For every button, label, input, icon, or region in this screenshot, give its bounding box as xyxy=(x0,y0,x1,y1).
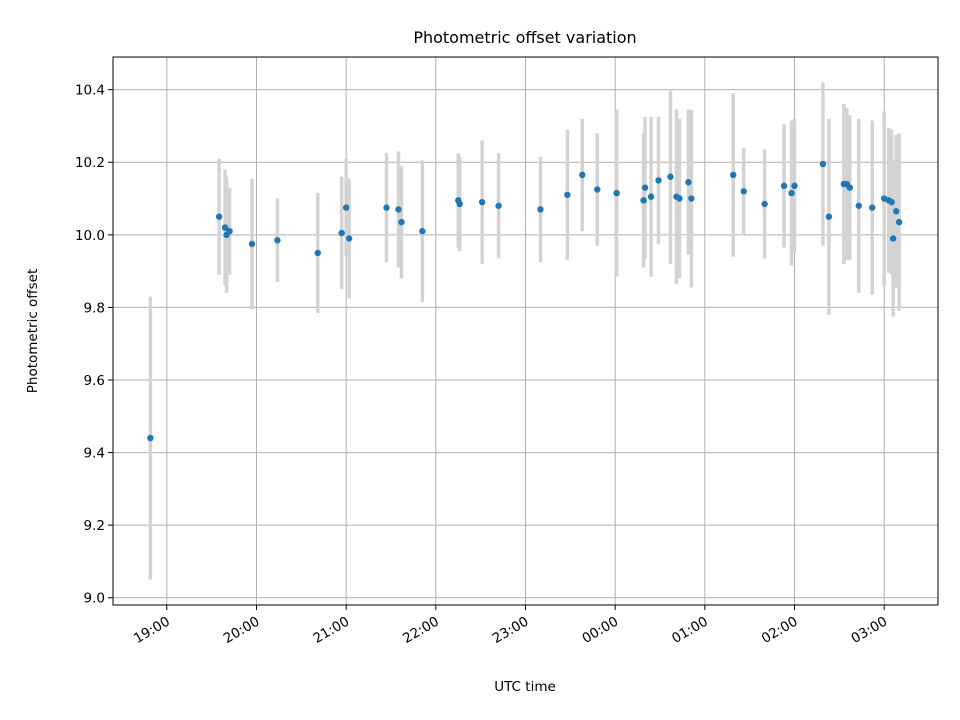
y-axis-label: Photometric offset xyxy=(25,269,41,393)
data-point xyxy=(641,184,649,191)
data-point xyxy=(647,193,655,200)
chart-title: Photometric offset variation xyxy=(413,28,636,47)
data-point xyxy=(869,204,876,211)
y-tick-label: 9.2 xyxy=(84,518,105,534)
y-tick-label: 10.0 xyxy=(75,228,105,244)
data-point xyxy=(889,235,897,242)
data-point xyxy=(613,189,620,197)
data-point xyxy=(730,171,737,179)
data-point xyxy=(685,179,692,186)
data-point xyxy=(895,218,903,226)
data-point xyxy=(248,240,256,248)
y-tick-label: 10.4 xyxy=(75,83,105,99)
point-layer xyxy=(147,160,903,442)
data-point xyxy=(226,227,233,235)
data-point xyxy=(314,249,321,257)
data-point xyxy=(274,237,281,244)
data-point xyxy=(740,188,747,195)
data-point xyxy=(825,213,833,220)
y-tick-label: 10.2 xyxy=(75,155,105,171)
data-point xyxy=(383,204,390,211)
data-point xyxy=(537,206,544,213)
y-tick-label: 9.6 xyxy=(84,373,105,389)
data-point xyxy=(788,189,795,197)
data-point xyxy=(888,198,895,206)
data-point xyxy=(215,213,223,220)
data-point xyxy=(761,200,768,208)
data-point xyxy=(655,177,662,184)
data-point xyxy=(676,195,683,202)
data-point xyxy=(338,229,345,237)
data-point xyxy=(456,200,463,208)
data-point xyxy=(780,182,788,190)
data-point xyxy=(564,191,571,199)
data-point xyxy=(846,184,854,191)
data-point xyxy=(345,235,353,242)
data-point xyxy=(495,202,502,209)
y-tick-label: 9.8 xyxy=(84,300,105,316)
data-point xyxy=(579,171,586,179)
data-point xyxy=(688,195,695,202)
data-point xyxy=(855,202,862,209)
data-point xyxy=(791,182,798,190)
data-point xyxy=(640,197,647,204)
data-point xyxy=(398,218,405,226)
data-point xyxy=(892,208,900,215)
data-point xyxy=(342,204,350,211)
x-axis-label: UTC time xyxy=(494,679,556,695)
data-point xyxy=(667,173,674,180)
y-tick-label: 9.4 xyxy=(84,446,105,462)
data-point xyxy=(221,224,229,231)
y-tick-label: 9.0 xyxy=(84,591,105,607)
data-point xyxy=(419,227,426,235)
data-point xyxy=(147,434,154,442)
data-point xyxy=(594,186,601,193)
data-point xyxy=(819,160,827,168)
data-point xyxy=(395,206,402,213)
data-point xyxy=(478,198,486,206)
